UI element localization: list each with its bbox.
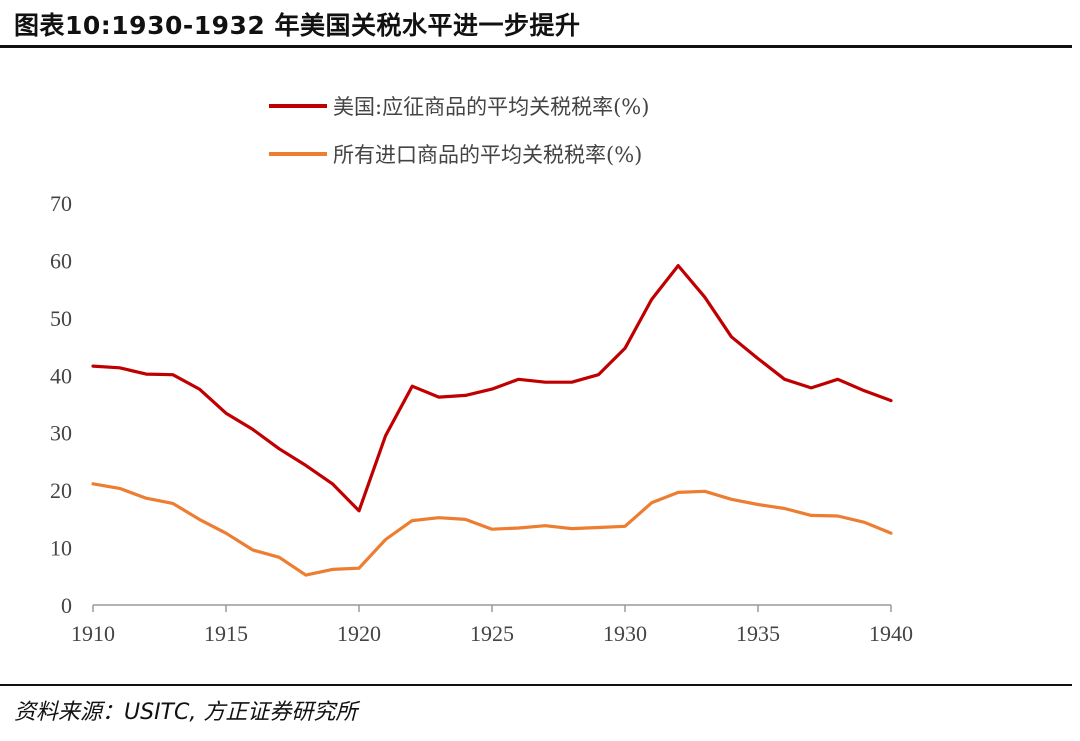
figure-title: 图表10:1930-1932 年美国关税水平进一步提升 xyxy=(14,11,581,40)
source-divider xyxy=(0,684,1072,686)
y-tick-label: 70 xyxy=(50,191,72,216)
x-tick-label: 1940 xyxy=(869,621,913,646)
y-tick-label: 30 xyxy=(50,421,72,446)
legend-label-1: 美国:应征商品的平均关税税率(%) xyxy=(333,95,649,119)
y-tick-label: 10 xyxy=(50,536,72,561)
series-line-2 xyxy=(91,482,893,577)
x-tick-label: 1930 xyxy=(603,621,647,646)
y-tick-label: 20 xyxy=(50,478,72,503)
title-divider xyxy=(0,45,1072,48)
legend-label-2: 所有进口商品的平均关税税率(%) xyxy=(333,143,642,167)
y-tick-label: 40 xyxy=(50,363,72,388)
y-tick-label: 60 xyxy=(50,248,72,273)
x-tick-label: 1925 xyxy=(470,621,514,646)
x-tick-label: 1910 xyxy=(71,621,115,646)
x-tick-label: 1915 xyxy=(204,621,248,646)
series-line-1 xyxy=(91,264,893,513)
y-tick-label: 0 xyxy=(61,593,72,618)
x-tick-label: 1920 xyxy=(337,621,381,646)
source-note: 资料来源：USITC, 方正证券研究所 xyxy=(14,700,358,725)
x-tick-label: 1935 xyxy=(736,621,780,646)
y-tick-label: 50 xyxy=(50,306,72,331)
